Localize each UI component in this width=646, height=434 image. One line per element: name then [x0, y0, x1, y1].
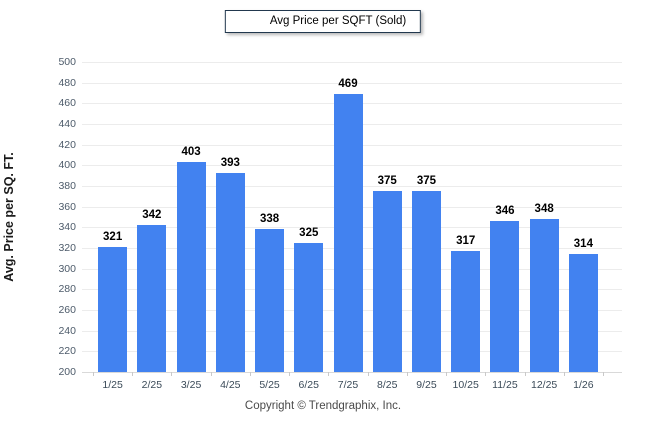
x-tick-label: 8/25 — [377, 379, 398, 391]
bar-value-label: 317 — [456, 235, 476, 248]
bar-5/25[interactable] — [255, 229, 285, 372]
y-tick-label: 400 — [58, 159, 76, 172]
y-tick-label: 460 — [58, 97, 76, 110]
x-axis-tick — [210, 372, 212, 376]
y-axis-title: Avg. Price per SQ. FT. — [2, 152, 16, 282]
bar-value-label: 375 — [377, 175, 397, 188]
x-tick-label: 5/25 — [259, 379, 280, 391]
y-tick-label: 380 — [58, 180, 76, 192]
bar-value-label: 342 — [142, 209, 162, 222]
copyright: Copyright © Trendgraphix, Inc. — [244, 400, 402, 412]
bar-value-label: 393 — [220, 156, 240, 169]
bar-3/25[interactable] — [176, 162, 206, 372]
y-tick-label: 440 — [58, 118, 76, 130]
x-axis-tick — [289, 372, 291, 376]
y-tick-label: 220 — [58, 345, 76, 358]
x-axis-tick — [603, 372, 604, 376]
bar-8/25[interactable] — [372, 191, 402, 372]
bar-7/25[interactable] — [333, 94, 363, 372]
legend-swatch-icon — [238, 16, 262, 27]
y-tick-label: 300 — [58, 262, 76, 275]
x-axis-tick — [93, 372, 94, 376]
bar-value-label: 403 — [181, 146, 201, 159]
x-tick-label: 6/25 — [298, 379, 319, 391]
x-tick-label: 1/26 — [573, 379, 594, 391]
x-axis-tick — [367, 372, 369, 376]
x-tick-label: 7/25 — [337, 379, 359, 391]
bar-value-label: 321 — [103, 230, 123, 243]
x-tick-label: 11/25 — [492, 379, 518, 391]
bar-series: 321 342 403 393 338 325 469 375 375 317 346 348 314 — [93, 62, 604, 376]
x-axis-tick — [171, 372, 173, 376]
bar-value-label: 348 — [534, 203, 554, 216]
x-axis-tick — [446, 372, 448, 376]
gridline — [82, 62, 622, 63]
bar-value-label: 314 — [573, 238, 593, 251]
x-tick-label: 10/25 — [452, 379, 479, 391]
y-tick-label: 480 — [58, 76, 76, 89]
x-axis-tick — [563, 372, 565, 376]
y-tick-label: 320 — [58, 242, 76, 254]
bar-value-label: 338 — [259, 213, 280, 226]
x-axis-tick — [524, 372, 526, 376]
bar-1/25[interactable] — [98, 246, 128, 372]
x-tick-label: 3/25 — [180, 379, 202, 391]
bar-value-label: 346 — [495, 205, 515, 218]
bar-6/25[interactable] — [294, 242, 324, 372]
x-tick-label: 1/25 — [102, 379, 123, 391]
bar-1/26[interactable] — [568, 254, 598, 372]
gridline — [82, 82, 622, 84]
y-tick-label: 420 — [58, 138, 76, 151]
bar-value-label: 325 — [299, 226, 319, 239]
y-tick-label: 240 — [58, 324, 76, 337]
x-axis-tick — [406, 372, 408, 376]
x-axis-tick — [249, 372, 251, 376]
x-tick-label: 12/25 — [531, 379, 558, 391]
y-tick-label: 200 — [58, 366, 76, 378]
y-tick-label: 500 — [58, 56, 76, 68]
bar-12/25[interactable] — [529, 219, 559, 372]
bar-4/25[interactable] — [215, 172, 245, 372]
y-tick-label: 360 — [58, 200, 76, 213]
bar-2/25[interactable] — [137, 225, 167, 372]
legend: Avg Price per SQFT (Sold) — [224, 10, 422, 33]
y-tick-label: 260 — [58, 304, 76, 316]
x-axis-tick — [132, 372, 134, 376]
legend-label: Avg Price per SQFT (Sold) — [269, 15, 407, 27]
x-axis-tick — [485, 372, 487, 376]
x-tick-label: 2/25 — [141, 379, 163, 391]
x-tick-label: 9/25 — [416, 379, 437, 391]
bar-10/25[interactable] — [451, 251, 481, 372]
x-axis-line — [82, 372, 622, 373]
bar-value-label: 469 — [338, 78, 358, 91]
x-tick-label: 4/25 — [220, 379, 241, 391]
bar-value-label: 375 — [416, 175, 437, 188]
y-tick-label: 280 — [58, 283, 76, 296]
x-axis-tick — [328, 372, 330, 376]
y-tick-label: 340 — [58, 221, 76, 234]
bar-11/25[interactable] — [490, 221, 520, 372]
bar-9/25[interactable] — [411, 191, 441, 372]
